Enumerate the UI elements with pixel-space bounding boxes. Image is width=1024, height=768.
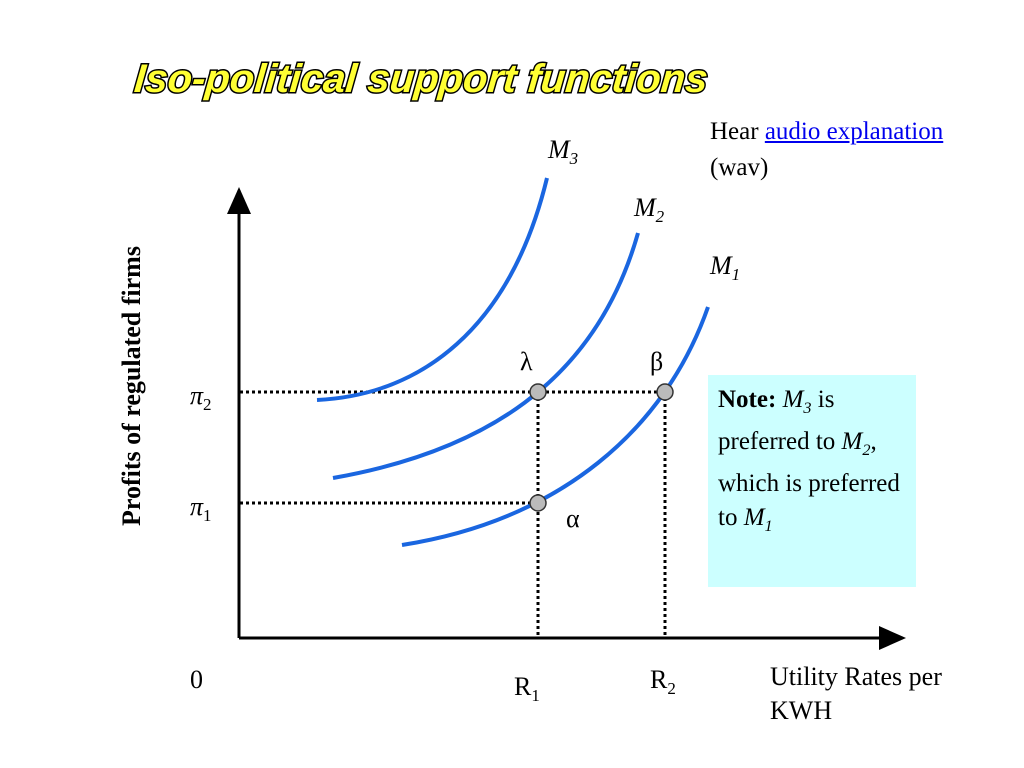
point-label: λ [520,347,533,376]
note-box: Note: M3 is preferred to M2, which is pr… [708,375,916,587]
guides [240,390,667,638]
audio-link-line: Hear audio explanation (wav) [710,118,944,181]
title: Iso-political support functions [133,57,710,101]
y-mark: π2 [190,381,212,414]
x-mark: R1 [514,672,540,705]
point-label: β [650,347,663,376]
x-mark: R2 [650,665,676,698]
audio-link[interactable]: audio explanation [764,118,944,145]
curve-label: M3 [547,135,578,168]
curve-label: M2 [633,193,665,226]
y-axis-label: Profits of regulated firms [117,246,146,526]
point-label: α [566,504,580,533]
curve-label: M1 [709,251,740,284]
points [529,383,674,512]
y-mark: π1 [190,492,212,525]
curves [316,177,710,547]
x-axis-label: Utility Rates per KWH [770,662,942,725]
origin: 0 [190,665,203,694]
